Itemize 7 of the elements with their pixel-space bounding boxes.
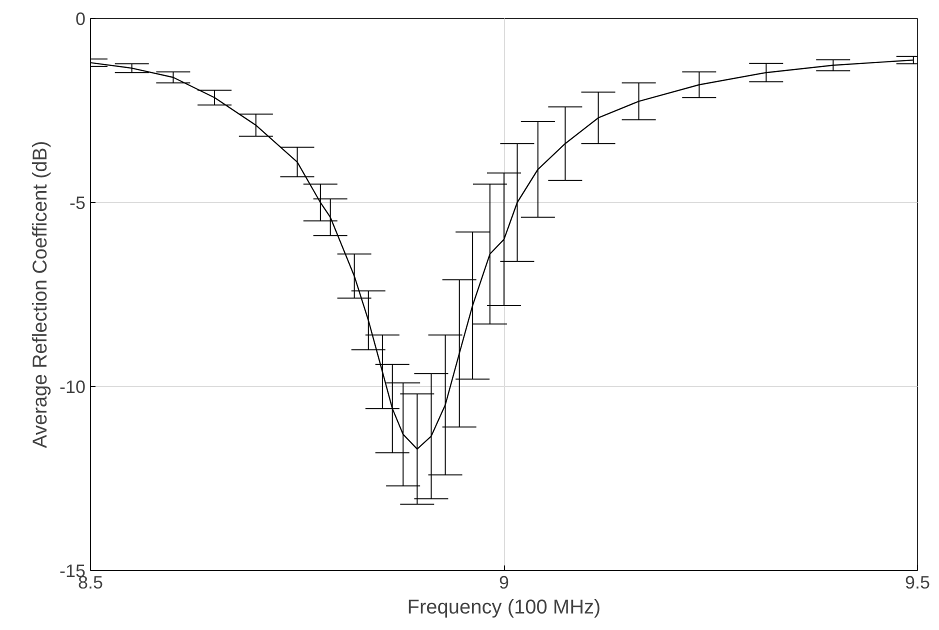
x-tick-label: 9	[498, 572, 510, 592]
y-tick-label: -10	[59, 377, 86, 397]
y-tick-label: 0	[75, 9, 86, 29]
y-tick-label: -5	[69, 193, 86, 213]
y-axis-title: Average Reflection Coefficent (dB)	[29, 140, 52, 448]
x-axis-title: Frequency (100 MHz)	[407, 596, 601, 618]
x-tick-label: 9.5	[904, 572, 930, 592]
